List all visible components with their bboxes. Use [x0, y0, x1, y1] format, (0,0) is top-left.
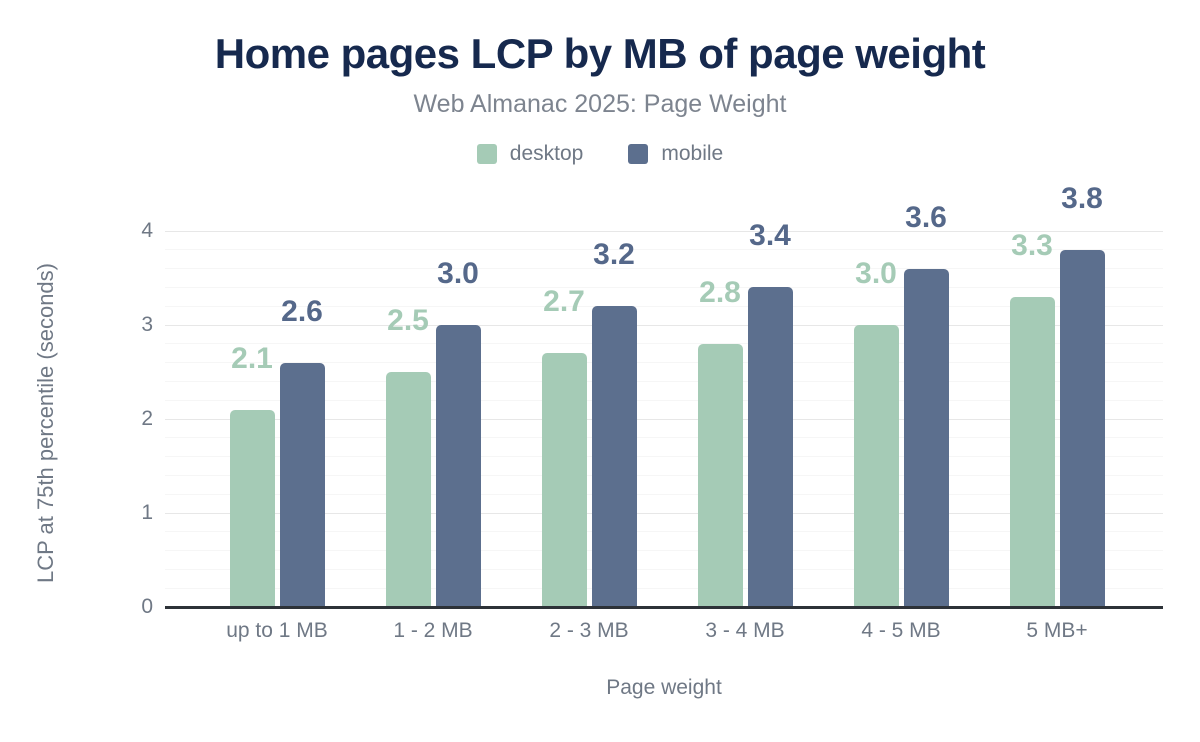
x-tick-label: 5 MB+ — [1026, 619, 1088, 642]
mobile-bar — [903, 268, 949, 607]
major-gridline — [165, 512, 1163, 514]
mobile-value-label: 3.6 — [905, 200, 947, 234]
desktop-value-label: 2.1 — [231, 341, 273, 375]
mobile-value-label: 3.2 — [593, 238, 635, 272]
y-tick-label: 4 — [141, 219, 153, 242]
major-gridline — [165, 230, 1163, 232]
x-axis-line — [165, 606, 1163, 609]
desktop-swatch-icon — [476, 144, 497, 164]
desktop-value-label: 2.5 — [387, 304, 429, 337]
mobile-value-label: 3.4 — [749, 219, 791, 253]
minor-gridline — [165, 456, 1163, 458]
chart-title: Home pages LCP by MB of page weight — [214, 30, 986, 77]
desktop-bar — [229, 409, 275, 607]
desktop-bar — [853, 325, 899, 607]
mobile-value-label: 3.0 — [437, 257, 479, 290]
minor-gridline — [165, 305, 1163, 307]
legend: desktop mobile — [0, 142, 1200, 166]
desktop-value-label: 2.7 — [543, 285, 585, 319]
desktop-value-label: 3.0 — [855, 257, 897, 290]
y-tick-label: 0 — [141, 595, 153, 618]
minor-gridline — [165, 587, 1163, 589]
mobile-bar — [1059, 249, 1105, 607]
major-gridline — [165, 418, 1163, 420]
minor-gridline — [165, 493, 1163, 495]
minor-gridline — [165, 380, 1163, 382]
legend-item-mobile: mobile — [628, 142, 723, 166]
mobile-bar — [435, 325, 481, 607]
desktop-bar — [385, 372, 431, 607]
mobile-value-label: 2.6 — [281, 294, 323, 328]
mobile-value-label: 3.8 — [1061, 181, 1103, 215]
x-tick-label: 2 - 3 MB — [549, 619, 629, 642]
minor-gridline — [165, 568, 1163, 570]
y-axis-title: LCP at 75th percentile (seconds) — [33, 263, 58, 583]
desktop-value-label: 3.3 — [1011, 228, 1053, 262]
y-tick-label: 2 — [141, 407, 153, 430]
minor-gridline — [165, 474, 1163, 476]
x-tick-label: up to 1 MB — [226, 619, 328, 642]
x-tick-label: 4 - 5 MB — [861, 619, 941, 642]
minor-gridline — [165, 550, 1163, 552]
minor-gridline — [165, 362, 1163, 364]
mobile-bar — [591, 306, 637, 607]
x-tick-label: 1 - 2 MB — [393, 619, 473, 642]
desktop-value-label: 2.8 — [699, 275, 741, 309]
minor-gridline — [165, 268, 1163, 270]
legend-label-mobile: mobile — [661, 142, 724, 165]
mobile-swatch-icon — [628, 144, 649, 164]
mobile-bar — [747, 287, 793, 607]
x-tick-label: 3 - 4 MB — [705, 619, 785, 642]
x-axis-title: Page weight — [606, 676, 722, 699]
minor-gridline — [165, 437, 1163, 439]
y-tick-label: 3 — [141, 313, 153, 336]
major-gridline — [165, 324, 1163, 326]
legend-item-desktop: desktop — [476, 142, 584, 166]
mobile-bar — [279, 362, 325, 607]
desktop-bar — [541, 353, 587, 607]
legend-label-desktop: desktop — [509, 142, 584, 165]
minor-gridline — [165, 531, 1163, 533]
minor-gridline — [165, 249, 1163, 251]
desktop-bar — [697, 343, 743, 607]
desktop-bar — [1009, 296, 1055, 607]
chart-subtitle: Web Almanac 2025: Page Weight — [413, 90, 787, 118]
y-tick-label: 1 — [141, 501, 153, 524]
minor-gridline — [165, 286, 1163, 288]
minor-gridline — [165, 343, 1163, 345]
minor-gridline — [165, 399, 1163, 401]
